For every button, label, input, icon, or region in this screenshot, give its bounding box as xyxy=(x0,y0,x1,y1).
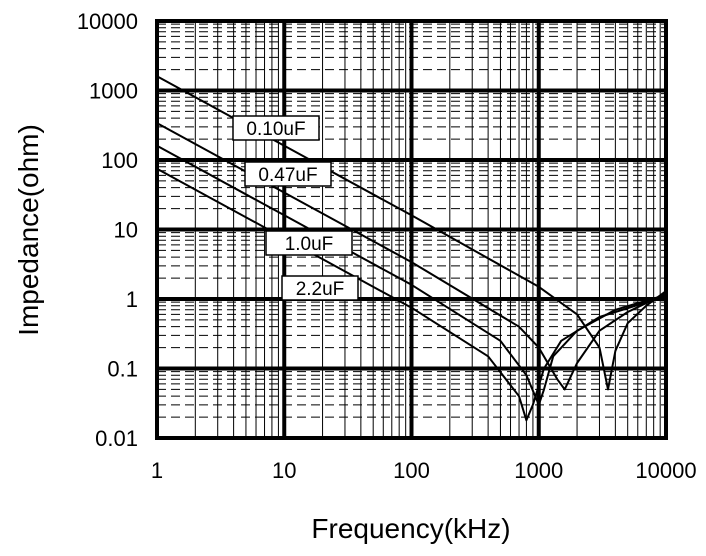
y-tick-label: 1 xyxy=(126,287,138,312)
x-tick-label: 10000 xyxy=(635,458,696,483)
series-label-box xyxy=(281,275,359,301)
x-tick-label: 1000 xyxy=(514,458,563,483)
series-lines xyxy=(156,75,667,422)
plot-frame xyxy=(155,19,668,440)
x-tick-label: 10 xyxy=(272,458,296,483)
grid xyxy=(155,19,668,440)
plot-border xyxy=(155,19,668,440)
y-tick-label: 1000 xyxy=(89,79,138,104)
series-label-box xyxy=(265,230,353,256)
series-label: 0.10uF xyxy=(246,119,305,140)
series-line-0 xyxy=(156,75,667,391)
series-label: 1.0uF xyxy=(285,234,334,255)
y-axis-title: Impedance(ohm) xyxy=(13,124,44,336)
series-line-1 xyxy=(156,122,667,391)
x-tick-label: 1 xyxy=(151,458,163,483)
y-tick-label: 10000 xyxy=(77,9,138,34)
tick-labels: 1 10 100 1000 10000 0.01 0.1 1 10 100 1000 10000 xyxy=(77,9,697,483)
x-axis-title: Frequency(kHz) xyxy=(311,513,510,544)
series-line-3 xyxy=(156,167,667,422)
series-label-box xyxy=(244,161,332,187)
y-tick-label: 0.01 xyxy=(95,426,138,451)
series-label: 2.2uF xyxy=(296,279,345,300)
series-label-box xyxy=(232,115,320,141)
y-tick-label: 100 xyxy=(101,148,138,173)
y-tick-label: 0.1 xyxy=(107,357,138,382)
series-label: 0.47uF xyxy=(258,165,317,186)
series-labels: 0.10uF 0.47uF 1.0uF 2.2uF xyxy=(232,115,359,301)
x-tick-label: 100 xyxy=(393,458,430,483)
y-tick-label: 10 xyxy=(114,218,138,243)
